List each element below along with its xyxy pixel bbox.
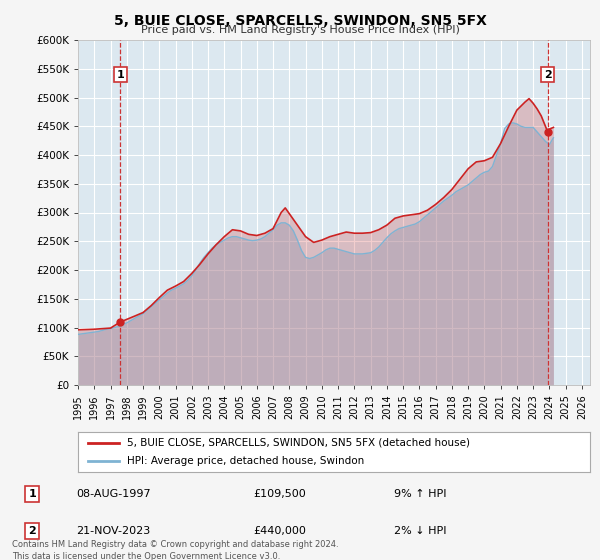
Text: 21-NOV-2023: 21-NOV-2023 <box>77 526 151 536</box>
Text: 1: 1 <box>116 69 124 80</box>
Text: 2: 2 <box>29 526 37 536</box>
Text: 9% ↑ HPI: 9% ↑ HPI <box>394 489 446 500</box>
Text: 08-AUG-1997: 08-AUG-1997 <box>77 489 151 500</box>
Text: £109,500: £109,500 <box>253 489 306 500</box>
Text: Contains HM Land Registry data © Crown copyright and database right 2024.: Contains HM Land Registry data © Crown c… <box>12 540 338 549</box>
Text: HPI: Average price, detached house, Swindon: HPI: Average price, detached house, Swin… <box>127 456 364 466</box>
Text: 5, BUIE CLOSE, SPARCELLS, SWINDON, SN5 5FX: 5, BUIE CLOSE, SPARCELLS, SWINDON, SN5 5… <box>113 14 487 28</box>
Text: 5, BUIE CLOSE, SPARCELLS, SWINDON, SN5 5FX (detached house): 5, BUIE CLOSE, SPARCELLS, SWINDON, SN5 5… <box>127 438 470 448</box>
Text: 2: 2 <box>544 69 551 80</box>
Text: 1: 1 <box>29 489 37 500</box>
Text: 2% ↓ HPI: 2% ↓ HPI <box>394 526 446 536</box>
Text: £440,000: £440,000 <box>253 526 306 536</box>
Text: Price paid vs. HM Land Registry's House Price Index (HPI): Price paid vs. HM Land Registry's House … <box>140 25 460 35</box>
Text: This data is licensed under the Open Government Licence v3.0.: This data is licensed under the Open Gov… <box>12 552 280 560</box>
